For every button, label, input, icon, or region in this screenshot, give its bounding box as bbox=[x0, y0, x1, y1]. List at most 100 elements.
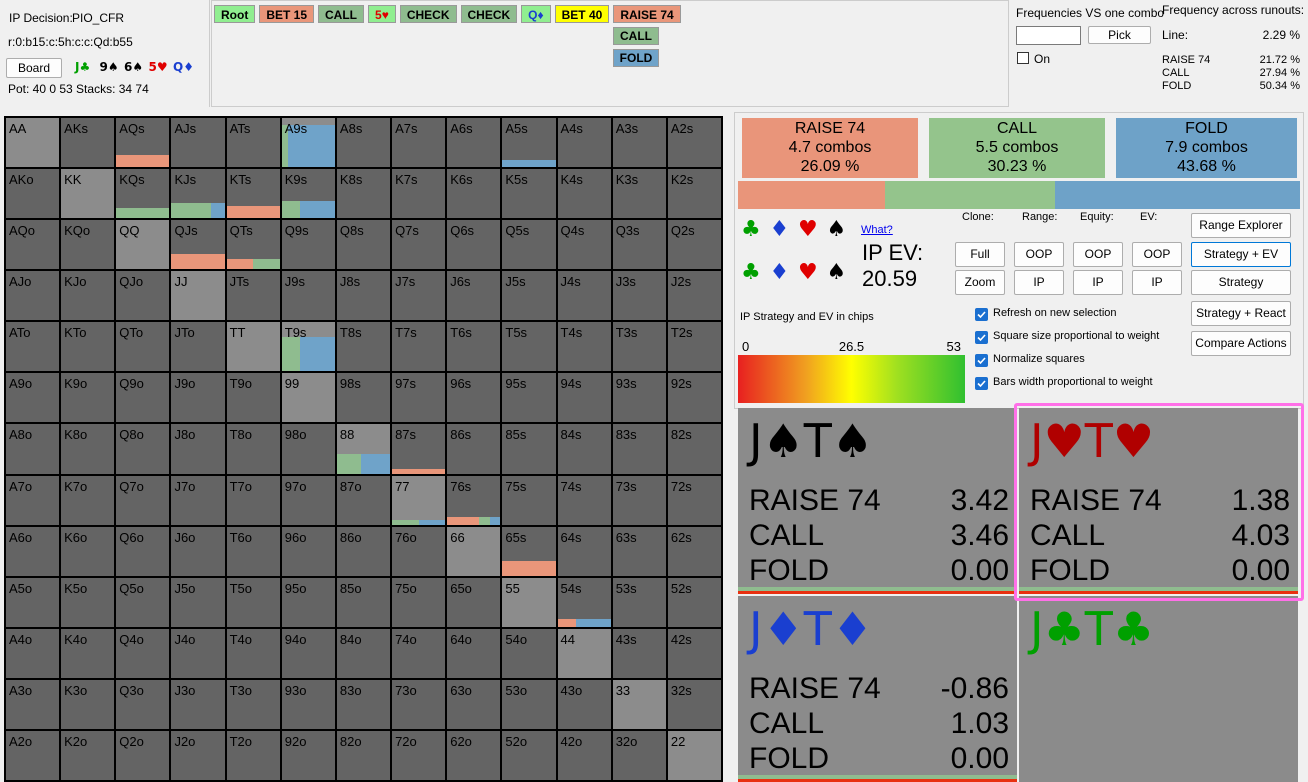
hand-cell[interactable]: 72s bbox=[666, 474, 722, 526]
hand-cell[interactable]: 42o bbox=[556, 729, 612, 781]
hand-cell[interactable]: 73s bbox=[611, 474, 667, 526]
hand-cell[interactable]: A8o bbox=[5, 423, 61, 475]
hand-cell[interactable]: J7o bbox=[170, 474, 226, 526]
hand-cell[interactable]: 66 bbox=[446, 525, 502, 577]
action-node[interactable]: CHECK bbox=[399, 5, 457, 23]
suit-filter[interactable]: ♥ bbox=[798, 217, 818, 242]
side-button[interactable]: IP bbox=[1073, 270, 1123, 295]
hand-cell[interactable]: Q7s bbox=[391, 219, 447, 271]
hand-cell[interactable]: Q2s bbox=[666, 219, 722, 271]
hand-cell[interactable]: Q9s bbox=[280, 219, 336, 271]
hand-cell[interactable]: 52s bbox=[666, 576, 722, 628]
hand-cell[interactable]: 76s bbox=[446, 474, 502, 526]
hand-cell[interactable]: 82o bbox=[335, 729, 392, 781]
pick-button[interactable]: Pick bbox=[1088, 26, 1151, 44]
hand-cell[interactable]: Q4s bbox=[556, 219, 612, 271]
action-node[interactable]: RAISE 74 bbox=[613, 5, 681, 23]
hand-cell[interactable]: T9o bbox=[225, 372, 281, 424]
view-button[interactable]: Range Explorer bbox=[1191, 213, 1291, 238]
hand-cell[interactable]: JTs bbox=[225, 270, 281, 322]
hand-cell[interactable]: 82s bbox=[666, 423, 722, 475]
hand-cell[interactable]: K3o bbox=[60, 678, 116, 730]
hand-cell[interactable]: 85s bbox=[501, 423, 557, 475]
hand-cell[interactable]: J2s bbox=[666, 270, 722, 322]
hand-cell[interactable]: 43s bbox=[611, 627, 667, 679]
hand-cell[interactable]: T4s bbox=[556, 321, 612, 373]
hand-cell[interactable]: K5s bbox=[501, 168, 557, 220]
hand-cell[interactable]: 87o bbox=[335, 474, 392, 526]
hand-cell[interactable]: J8s bbox=[335, 270, 392, 322]
hand-cell[interactable]: 64s bbox=[556, 525, 612, 577]
suit-filter[interactable]: ♥ bbox=[798, 260, 818, 285]
hand-cell[interactable]: K9o bbox=[60, 372, 116, 424]
hand-cell[interactable]: 52o bbox=[501, 729, 557, 781]
hand-cell[interactable]: J8o bbox=[170, 423, 226, 475]
hand-cell[interactable]: 93o bbox=[280, 678, 336, 730]
hand-cell[interactable]: T7o bbox=[225, 474, 281, 526]
hand-cell[interactable]: QJo bbox=[115, 270, 171, 322]
hand-cell[interactable]: A8s bbox=[335, 117, 392, 169]
hand-cell[interactable]: QTo bbox=[115, 321, 171, 373]
hand-cell[interactable]: J6s bbox=[446, 270, 502, 322]
hand-cell[interactable]: A9s bbox=[280, 117, 336, 169]
hand-cell[interactable]: K5o bbox=[60, 576, 116, 628]
hand-cell[interactable]: 96o bbox=[280, 525, 336, 577]
hand-cell[interactable]: J4o bbox=[170, 627, 226, 679]
hand-cell[interactable]: 97s bbox=[391, 372, 447, 424]
side-button[interactable]: OOP bbox=[1073, 242, 1123, 267]
hand-cell[interactable]: Q6o bbox=[115, 525, 171, 577]
hand-cell[interactable]: 74o bbox=[391, 627, 447, 679]
hand-cell[interactable]: T7s bbox=[391, 321, 447, 373]
hand-cell[interactable]: J2o bbox=[170, 729, 226, 781]
hand-cell[interactable]: 87s bbox=[391, 423, 447, 475]
hand-cell[interactable]: J6o bbox=[170, 525, 226, 577]
hand-cell[interactable]: Q8s bbox=[335, 219, 392, 271]
action-option[interactable]: CALL bbox=[613, 27, 659, 45]
hand-cell[interactable]: A4s bbox=[556, 117, 612, 169]
side-button[interactable]: IP bbox=[1014, 270, 1064, 295]
hand-cell[interactable]: ATs bbox=[225, 117, 281, 169]
hand-cell[interactable]: T5o bbox=[225, 576, 281, 628]
hand-cell[interactable]: JTo bbox=[170, 321, 226, 373]
hand-cell[interactable]: 74s bbox=[556, 474, 612, 526]
hand-cell[interactable]: KTo bbox=[60, 321, 116, 373]
hand-cell[interactable]: K4s bbox=[556, 168, 612, 220]
suit-filter[interactable]: ♦ bbox=[769, 260, 790, 285]
hand-cell[interactable]: AJs bbox=[170, 117, 226, 169]
hand-cell[interactable]: Q7o bbox=[115, 474, 171, 526]
hand-cell[interactable]: T5s bbox=[501, 321, 557, 373]
hand-cell[interactable]: 75s bbox=[501, 474, 557, 526]
hand-cell[interactable]: AJo bbox=[5, 270, 61, 322]
hand-cell[interactable]: 86o bbox=[335, 525, 392, 577]
hand-cell[interactable]: 75o bbox=[391, 576, 447, 628]
hand-cell[interactable]: TT bbox=[225, 321, 281, 373]
suit-filter[interactable]: ♣ bbox=[741, 260, 761, 285]
hand-cell[interactable]: K6o bbox=[60, 525, 116, 577]
hand-cell[interactable]: AKs bbox=[60, 117, 116, 169]
hand-cell[interactable]: A2o bbox=[5, 729, 61, 781]
action-node[interactable]: BET 15 bbox=[259, 5, 315, 23]
hand-cell[interactable]: KQs bbox=[115, 168, 171, 220]
hand-cell[interactable]: KTs bbox=[225, 168, 281, 220]
action-node[interactable]: 5♥ bbox=[368, 5, 396, 23]
combo-input[interactable] bbox=[1016, 26, 1081, 45]
hand-cell[interactable]: 83s bbox=[611, 423, 667, 475]
view-button[interactable]: Compare Actions bbox=[1191, 331, 1291, 356]
suit-filter[interactable]: ♠ bbox=[826, 217, 847, 242]
side-button[interactable]: OOP bbox=[1014, 242, 1064, 267]
action-node[interactable]: BET 40 bbox=[554, 5, 610, 23]
hand-cell[interactable]: QJs bbox=[170, 219, 226, 271]
hand-cell[interactable]: 95s bbox=[501, 372, 557, 424]
hand-cell[interactable]: T2s bbox=[666, 321, 722, 373]
hand-cell[interactable]: 85o bbox=[335, 576, 392, 628]
board-button[interactable]: Board bbox=[6, 58, 62, 78]
hand-cell[interactable]: 94s bbox=[556, 372, 612, 424]
hand-cell[interactable]: 84s bbox=[556, 423, 612, 475]
hand-cell[interactable]: A4o bbox=[5, 627, 61, 679]
on-checkbox[interactable] bbox=[1017, 52, 1029, 64]
hand-cell[interactable]: 77 bbox=[391, 474, 447, 526]
hand-cell[interactable]: A2s bbox=[666, 117, 722, 169]
hand-cell[interactable]: 33 bbox=[611, 678, 667, 730]
hand-cell[interactable]: A7o bbox=[5, 474, 61, 526]
hand-cell[interactable]: 76o bbox=[391, 525, 447, 577]
